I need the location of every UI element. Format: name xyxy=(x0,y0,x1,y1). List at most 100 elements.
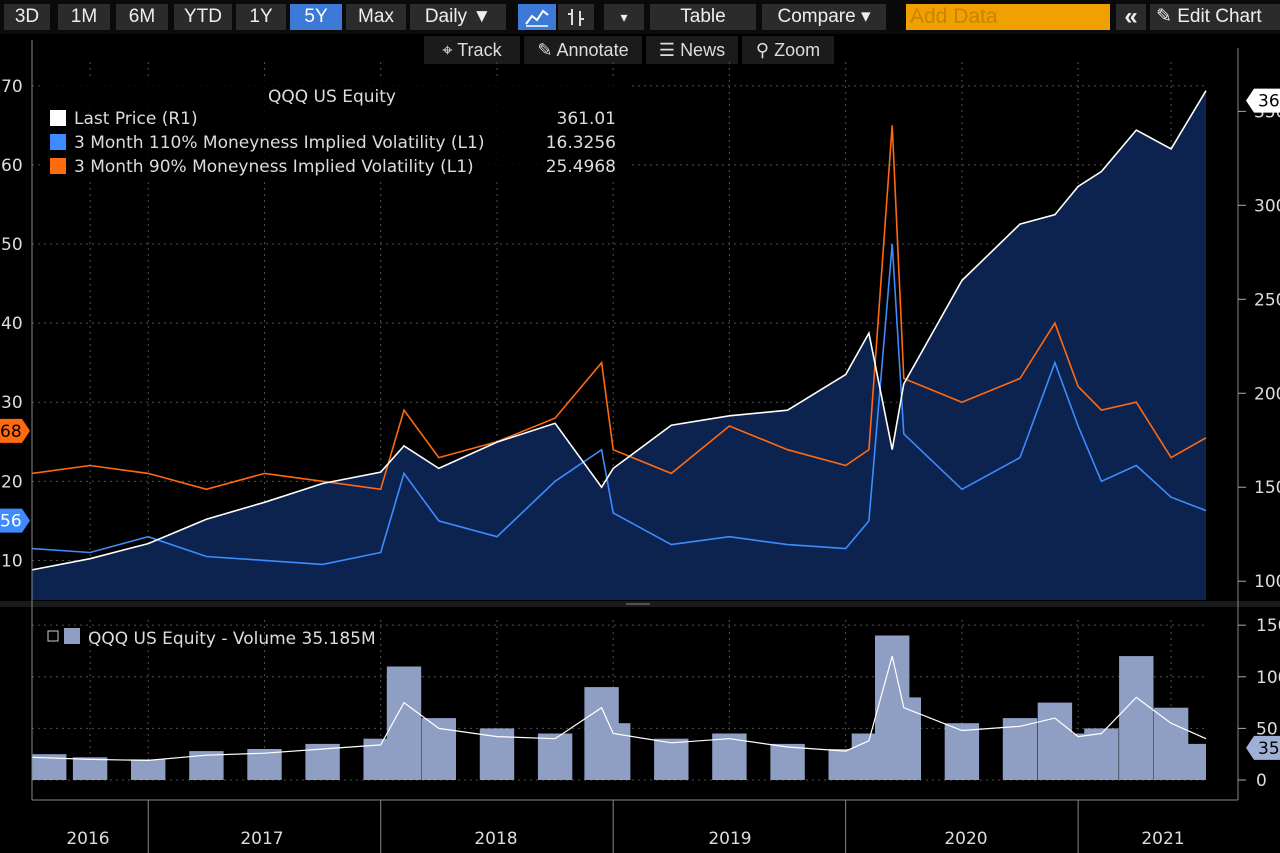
volume-legend-label: QQQ US Equity - Volume 35.185M xyxy=(88,629,376,649)
edit-chart-label: Edit Chart xyxy=(1177,6,1262,27)
volume-bar xyxy=(886,697,921,780)
volume-tag-shape xyxy=(1246,735,1280,760)
range-3d-button[interactable]: 3D xyxy=(4,4,50,30)
legend: QQQ US Equity Last Price (R1) 361.01 3 Mont… xyxy=(44,80,628,182)
annotate-label: Annotate xyxy=(556,40,629,60)
volume-bar xyxy=(712,733,747,780)
x-tick-label: 2020 xyxy=(944,829,987,849)
vol90-tag-shape xyxy=(0,418,30,443)
vol110-tag-label: 56 xyxy=(0,512,22,532)
volume-bar xyxy=(1002,718,1038,780)
volume-ma-line xyxy=(31,655,1207,762)
legend-swatch xyxy=(50,110,66,126)
zoom-label: Zoom xyxy=(774,40,821,60)
right-tick-label: 150 xyxy=(1254,478,1280,498)
volume-tick-label: 50 xyxy=(1256,719,1278,739)
volume-bar xyxy=(72,757,108,780)
left-tick-label: 60 xyxy=(1,156,23,176)
legend-swatch xyxy=(50,134,66,150)
volume-bar xyxy=(596,723,631,780)
volume-tick-label: 0 xyxy=(1256,771,1267,791)
track-label: Track xyxy=(457,40,502,60)
bar-chart-icon[interactable] xyxy=(558,4,594,30)
legend-value: 25.4968 xyxy=(546,157,616,177)
toolbar: 3D 1M 6M YTD 1Y 5Y Max Daily ▼ ▾ Table C… xyxy=(0,0,1280,34)
volume-bars xyxy=(32,635,1206,780)
left-tick-label: 70 xyxy=(1,77,23,97)
value-tags: 68 56 361 35. xyxy=(0,88,1280,760)
interval-dropdown[interactable]: Daily ▼ xyxy=(410,4,506,30)
legend-title: QQQ US Equity xyxy=(268,87,396,107)
annotate-button[interactable]: ✎ Annotate xyxy=(524,36,642,64)
magnifier-icon: ⚲ xyxy=(755,40,770,60)
legend-value: 361.01 xyxy=(557,109,616,129)
volume-bar xyxy=(770,743,805,780)
volume-tick-label: 150 xyxy=(1256,616,1280,636)
edit-chart-button[interactable]: ✎ Edit Chart xyxy=(1150,4,1280,30)
track-button[interactable]: ⌖ Track xyxy=(424,36,520,64)
volume-bar xyxy=(1171,743,1206,780)
range-ytd-button[interactable]: YTD xyxy=(174,4,232,30)
volume-bar xyxy=(1119,656,1154,780)
price-tag-label: 361 xyxy=(1258,92,1280,112)
compare-dropdown[interactable]: Compare ▾ xyxy=(762,4,886,30)
legend-label: Last Price (R1) xyxy=(74,109,198,129)
legend-value: 16.3256 xyxy=(546,133,616,153)
volume-bar xyxy=(944,723,980,780)
left-tick-label: 50 xyxy=(1,235,23,255)
x-tick-label: 2017 xyxy=(240,829,283,849)
range-1y-button[interactable]: 1Y xyxy=(236,4,286,30)
chart-type-dropdown[interactable]: ▾ xyxy=(604,4,644,30)
last-price-area xyxy=(32,90,1206,600)
volume-legend: QQQ US Equity - Volume 35.185M xyxy=(47,628,376,649)
volume-bar xyxy=(1084,728,1119,780)
volume-bar xyxy=(654,738,689,780)
axes: 7060504030201035030025020015010015010050… xyxy=(0,40,1280,853)
x-tick-label: 2016 xyxy=(66,829,109,849)
vol110-line xyxy=(31,243,1207,566)
legend-label: 3 Month 110% Moneyness Implied Volatilit… xyxy=(74,133,484,153)
left-tick-label: 30 xyxy=(1,393,23,413)
legend-swatch xyxy=(50,158,66,174)
line-chart-icon[interactable] xyxy=(518,4,556,30)
legend-label: 3 Month 90% Moneyness Implied Volatility… xyxy=(74,157,474,177)
volume-bar xyxy=(537,733,573,780)
range-5y-button[interactable]: 5Y xyxy=(290,4,342,30)
last-price-line xyxy=(31,90,1207,571)
pencil-icon: ✎ xyxy=(1156,6,1172,27)
x-tick-label: 2019 xyxy=(708,829,751,849)
collapse-icon[interactable]: « xyxy=(1116,4,1146,30)
volume-bar xyxy=(131,759,166,780)
vol110-tag-shape xyxy=(0,508,30,533)
vol90-line xyxy=(31,125,1207,491)
volume-tick-label: 100 xyxy=(1256,668,1280,688)
x-tick-label: 2018 xyxy=(474,829,517,849)
x-tick-label: 2021 xyxy=(1141,829,1184,849)
legend-swatch xyxy=(64,628,80,644)
table-button[interactable]: Table xyxy=(650,4,756,30)
news-button[interactable]: ☰ News xyxy=(646,36,738,64)
expand-icon xyxy=(47,630,59,642)
pencil-icon: ✎ xyxy=(537,40,553,60)
right-tick-label: 300 xyxy=(1254,196,1280,216)
right-tick-label: 250 xyxy=(1254,290,1280,310)
news-label: News xyxy=(680,40,726,60)
volume-bar xyxy=(421,718,456,780)
left-tick-label: 10 xyxy=(1,551,23,571)
range-1m-button[interactable]: 1M xyxy=(58,4,110,30)
range-6m-button[interactable]: 6M xyxy=(116,4,168,30)
left-tick-label: 40 xyxy=(1,314,23,334)
legend-background xyxy=(44,80,628,182)
add-data-input[interactable]: Add Data xyxy=(906,4,1110,30)
left-tick-label: 20 xyxy=(1,472,23,492)
right-tick-label: 100 xyxy=(1254,572,1280,592)
range-max-button[interactable]: Max xyxy=(346,4,406,30)
vol90-tag-label: 68 xyxy=(0,422,22,442)
news-icon: ☰ xyxy=(658,40,676,60)
zoom-button[interactable]: ⚲ Zoom xyxy=(742,36,834,64)
crosshair-icon: ⌖ xyxy=(442,40,453,60)
price-tag-shape xyxy=(1246,88,1280,113)
volume-tag-label: 35. xyxy=(1258,739,1280,759)
right-tick-label: 200 xyxy=(1254,384,1280,404)
